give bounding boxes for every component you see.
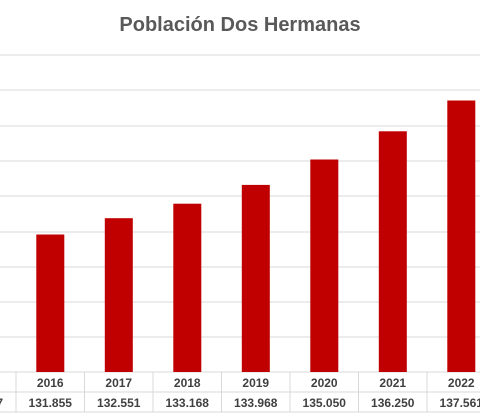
bar-2017 xyxy=(104,218,133,372)
bar-2016 xyxy=(36,234,65,372)
chart-title: Población Dos Hermanas xyxy=(119,14,360,36)
category-label-2019: 2019 xyxy=(242,376,269,390)
category-label-2022: 2022 xyxy=(448,376,475,390)
data-table: 2016 131.855 2017 132.551 2018 133.168 2019 133… xyxy=(0,372,480,413)
value-label-2021: 136.250 xyxy=(371,396,415,410)
category-label-2016: 2016 xyxy=(37,376,64,390)
partial-value-label: 7 xyxy=(0,396,3,410)
bars xyxy=(36,100,476,372)
value-label-2016: 131.855 xyxy=(29,396,73,410)
bar-2020 xyxy=(310,159,339,372)
bar-2018 xyxy=(173,203,202,372)
gridlines xyxy=(0,54,480,373)
category-label-2020: 2020 xyxy=(311,376,338,390)
value-label-2022: 137.561 xyxy=(440,396,480,410)
value-label-2017: 132.551 xyxy=(97,396,141,410)
bar-2021 xyxy=(378,131,407,372)
value-label-2018: 133.168 xyxy=(166,396,210,410)
value-label-2019: 133.968 xyxy=(234,396,278,410)
value-label-2020: 135.050 xyxy=(303,396,347,410)
category-label-2017: 2017 xyxy=(105,376,132,390)
bar-2019 xyxy=(241,184,270,372)
category-label-2021: 2021 xyxy=(379,376,406,390)
category-label-2018: 2018 xyxy=(174,376,201,390)
bar-2022 xyxy=(447,100,476,372)
